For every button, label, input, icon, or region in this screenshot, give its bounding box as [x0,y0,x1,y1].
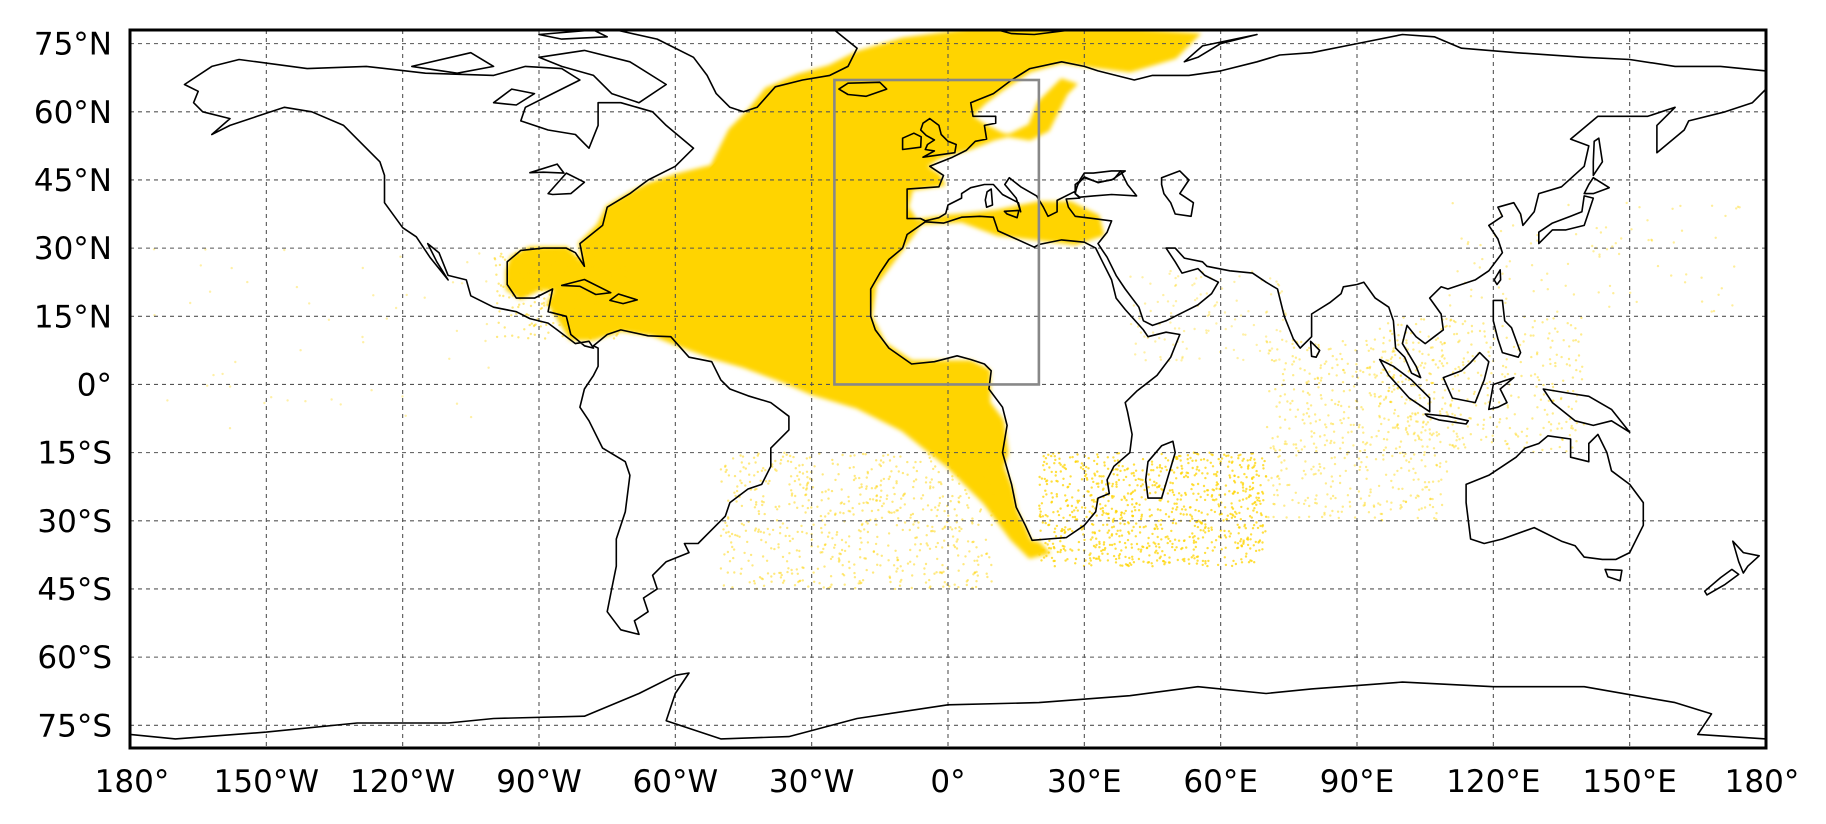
longitude-tick-label: 150°W [214,764,319,800]
latitude-tick-label: 75°N [34,27,112,63]
landmass-iceland [838,81,888,98]
density-layer [152,30,1741,591]
landmass-borneo [1442,351,1490,404]
landmass-caspian [1160,170,1195,218]
longitude-tick-label: 120°E [1446,764,1540,800]
landmass-sulawesi [1488,376,1515,411]
landmass-sakhalin [1592,137,1604,177]
latitude-tick-label: 75°S [37,708,112,744]
latitude-tick-label: 15°S [37,436,112,472]
longitude-tick-label: 30°W [769,764,855,800]
landmass-corsica-sardinia [984,188,994,208]
landmass-eurasia [906,33,1766,379]
latitude-tick-label: 30°S [37,504,112,540]
coastlines [130,30,1766,748]
longitude-tick-label: 90°W [496,764,582,800]
landmass-ireland [901,132,923,151]
landmass-hispaniola [609,293,639,305]
longitude-tick-label: 60°E [1183,764,1258,800]
landmass-java [1424,413,1470,425]
longitude-tick-label: 180° [95,764,170,800]
landmass-tasmania [1604,568,1623,582]
longitude-tick-label: 60°W [633,764,719,800]
longitude-tick-label: 90°E [1320,764,1395,800]
landmass-africa [869,215,1181,542]
landmass-greenland [615,30,858,113]
landmass-sumatra [1378,358,1431,413]
latitude-tick-label: 30°N [34,231,112,267]
lake-outline [547,172,586,196]
latitude-tick-label: 60°S [37,640,112,676]
landmass-australia [1465,433,1645,561]
gridlines [130,30,1766,748]
landmass-black-sea-sub [1074,170,1138,198]
region-box [833,78,1041,386]
landmass-philippines [1492,299,1522,359]
lake-outline [492,88,536,106]
landmass-antarctica [130,672,1766,748]
landmass-taiwan [1493,269,1502,286]
landmass-madagascar [1144,440,1176,499]
landmass-great-britain [919,117,958,158]
longitude-tick-label: 30°E [1047,764,1122,800]
longitude-tick-labels: 180° 150°W 120°W 90°W 60°W 30°W 0° 30°E 60°E 90°E… [95,764,1800,800]
latitude-tick-label: 45°N [34,163,112,199]
landmass-north-america [183,58,695,349]
landmass-sri-lanka [1309,340,1321,359]
landmass-sicily [1003,209,1020,219]
map-frame [128,28,1768,750]
landmass-svalbard [997,30,1072,36]
landmass-south-america [579,329,790,636]
landmass-new-guinea [1542,388,1631,434]
landmass-new-zealand-s [1703,568,1740,596]
landmass-hokkaido [1583,176,1610,195]
longitude-tick-label: 180° [1725,764,1800,800]
landmass-japan [1538,195,1595,245]
longitude-tick-label: 150°E [1583,764,1677,800]
latitude-tick-label: 15°N [34,299,112,335]
longitude-tick-label: 120°W [350,764,455,800]
longitude-tick-label: 0° [930,764,965,800]
landmass-baffin [538,49,668,104]
landmass-novaya-zemlya [1183,33,1258,63]
latitude-tick-label: 45°S [37,572,112,608]
landmass-new-zealand-n [1732,540,1760,574]
landmass-victoria-isl [410,51,495,74]
lake-outline [529,163,565,174]
latitude-tick-labels: 75°N 60°N 45°N 30°N 15°N 0° 15°S 30°S 45°S 60°S 75… [34,27,112,745]
latitude-tick-label: 60°N [34,95,112,131]
landmass-cuba [560,278,612,296]
latitude-tick-label: 0° [77,367,112,403]
